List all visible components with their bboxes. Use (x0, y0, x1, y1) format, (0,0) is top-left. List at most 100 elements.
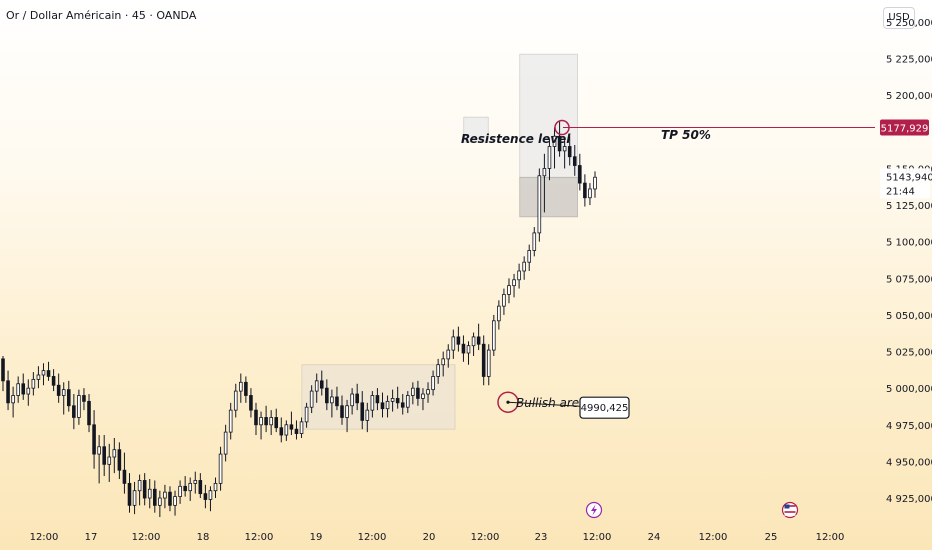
candle-body (51, 376, 56, 386)
time-tick-label: 19 (310, 532, 323, 543)
candle-body (147, 488, 152, 499)
candle (61, 382, 66, 415)
candle (233, 383, 238, 418)
candle-body (542, 168, 547, 177)
candle-body (193, 480, 198, 484)
lightning-icon-bolt (591, 504, 597, 516)
candle-body (61, 389, 66, 396)
candle (527, 244, 532, 271)
candle-body (127, 482, 132, 506)
candle-body (385, 400, 390, 410)
candle (461, 335, 466, 362)
candle (436, 358, 440, 384)
candle-body (279, 427, 284, 436)
candle-body (102, 446, 106, 465)
bullish-connector (507, 401, 581, 407)
candle (400, 394, 405, 415)
candle-body (218, 453, 223, 484)
time-tick-label: 17 (85, 532, 98, 543)
lightning-event-icon[interactable] (585, 501, 603, 519)
candle-body (82, 395, 86, 402)
candle-body (223, 431, 228, 455)
candle (193, 471, 198, 494)
candle-body (532, 232, 537, 251)
candle (446, 344, 451, 368)
candle-body (26, 387, 31, 395)
candle (294, 420, 299, 440)
candle-body (421, 393, 425, 399)
candle (289, 411, 294, 436)
candle-body (254, 409, 258, 426)
candle-body (11, 395, 15, 404)
candle-body (188, 482, 193, 492)
candle-body (522, 261, 526, 272)
candle-body (380, 402, 385, 410)
candle-body (471, 336, 476, 347)
candle-body (239, 381, 243, 392)
candle-body (492, 320, 496, 351)
candle (365, 402, 370, 433)
price-tick-label: 4 925,000 (886, 494, 932, 505)
last-price-label: 5143,940 (886, 172, 932, 183)
candle-body (547, 146, 552, 169)
candle-body (572, 156, 577, 166)
price-tick-label: 5 025,000 (886, 348, 932, 359)
candles-layer (1, 121, 597, 518)
candle-body (264, 417, 268, 426)
candle (340, 395, 344, 425)
time-tick-label: 18 (197, 532, 210, 543)
bullish-price-label: 4990,425 (581, 403, 629, 414)
candle-body (203, 493, 208, 500)
candle (567, 136, 572, 166)
candle-body (319, 380, 324, 389)
candle-body (593, 176, 597, 190)
candle (325, 379, 329, 411)
us-flag-event-icon[interactable] (781, 501, 799, 519)
candle-body (213, 482, 218, 492)
candle (218, 446, 223, 491)
candle-body (117, 449, 122, 471)
candle-body (259, 417, 263, 426)
candle (178, 480, 182, 504)
currency-selector[interactable]: USD (883, 7, 915, 29)
candle-body (370, 395, 375, 411)
current-price-label: 5177,929 (881, 124, 929, 135)
candle-body (228, 409, 233, 433)
candle-body (557, 135, 562, 152)
candle (107, 443, 112, 482)
candle-body (274, 417, 279, 429)
candle (87, 394, 91, 433)
candle-body (466, 345, 471, 354)
candle-body (411, 387, 415, 396)
candle-body (198, 480, 203, 495)
candle (578, 153, 582, 191)
candle (16, 376, 20, 403)
candle (82, 388, 86, 411)
candle (173, 490, 177, 516)
candle (208, 486, 213, 512)
candle (223, 424, 228, 462)
candle (476, 323, 481, 351)
candle-body (527, 250, 532, 263)
candle-body (21, 383, 26, 395)
candle (517, 263, 521, 289)
candle-body (299, 421, 304, 434)
candle-body (507, 285, 511, 295)
candle (593, 171, 597, 198)
candle (304, 402, 309, 428)
resistance-zone (463, 116, 489, 143)
candle (547, 139, 552, 181)
candle-body (451, 336, 456, 351)
candle (168, 486, 172, 512)
candle-body (294, 428, 299, 434)
price-tick-label: 5 225,000 (886, 55, 932, 66)
candle-body (431, 376, 435, 391)
candle (1, 355, 5, 392)
candle-body (284, 424, 289, 436)
candle (411, 382, 415, 405)
time-tick-label: 12:00 (30, 532, 59, 543)
price-tags: 5177,929 5143,940 21:44 (880, 119, 932, 199)
candle-body (97, 446, 101, 455)
candle-body (481, 343, 486, 377)
